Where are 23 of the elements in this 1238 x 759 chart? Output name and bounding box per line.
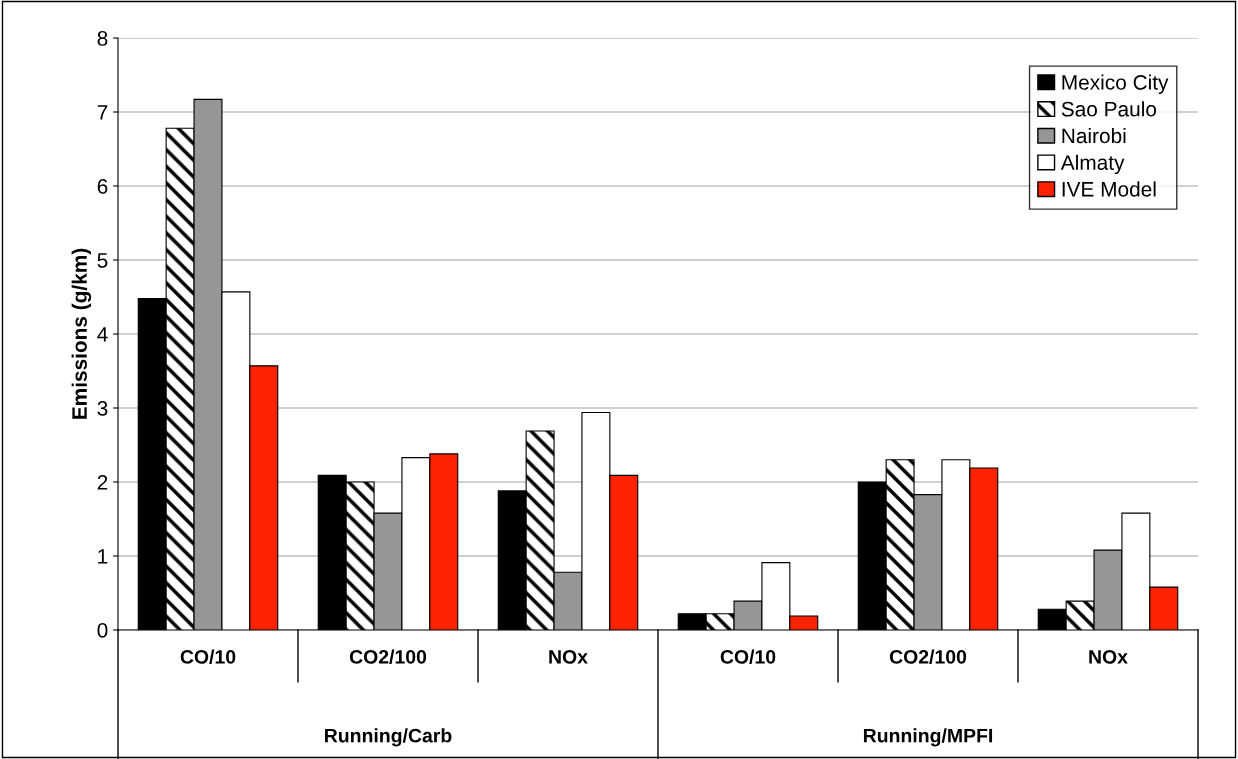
y-tick-label: 7 [97, 105, 108, 120]
y-tick-label: 8 [97, 31, 108, 46]
y-tick-label: 5 [97, 253, 108, 268]
x-tick-label: NOx [549, 649, 588, 664]
x-tick-label: NOx [1089, 649, 1128, 664]
text: Running/Carb [325, 728, 452, 747]
text: Running/MPFI [863, 728, 993, 747]
y-tick-label: 6 [97, 179, 108, 194]
y-tick-label: 4 [97, 327, 108, 342]
x-tick-label: CO/10 [720, 649, 776, 664]
y-tick-label: 0 [97, 623, 108, 638]
legend-label: Almaty [1060, 154, 1125, 175]
x-tick-label: CO2/100 [349, 649, 427, 664]
y-axis-title: Emissions (g/km) [71, 248, 92, 419]
y-tick-label: 1 [98, 549, 108, 564]
x-tick-label: CO/10 [180, 649, 236, 664]
legend-label: Nairobi [1062, 127, 1126, 144]
x-tick-label: CO2/100 [889, 649, 967, 664]
y-tick-label: 3 [97, 401, 108, 416]
y-tick-label: 2 [97, 475, 108, 490]
legend-label: IVE Model [1062, 181, 1156, 197]
legend-label: Mexico City [1062, 74, 1169, 94]
legend-label: Sao Paulo [1061, 101, 1157, 117]
